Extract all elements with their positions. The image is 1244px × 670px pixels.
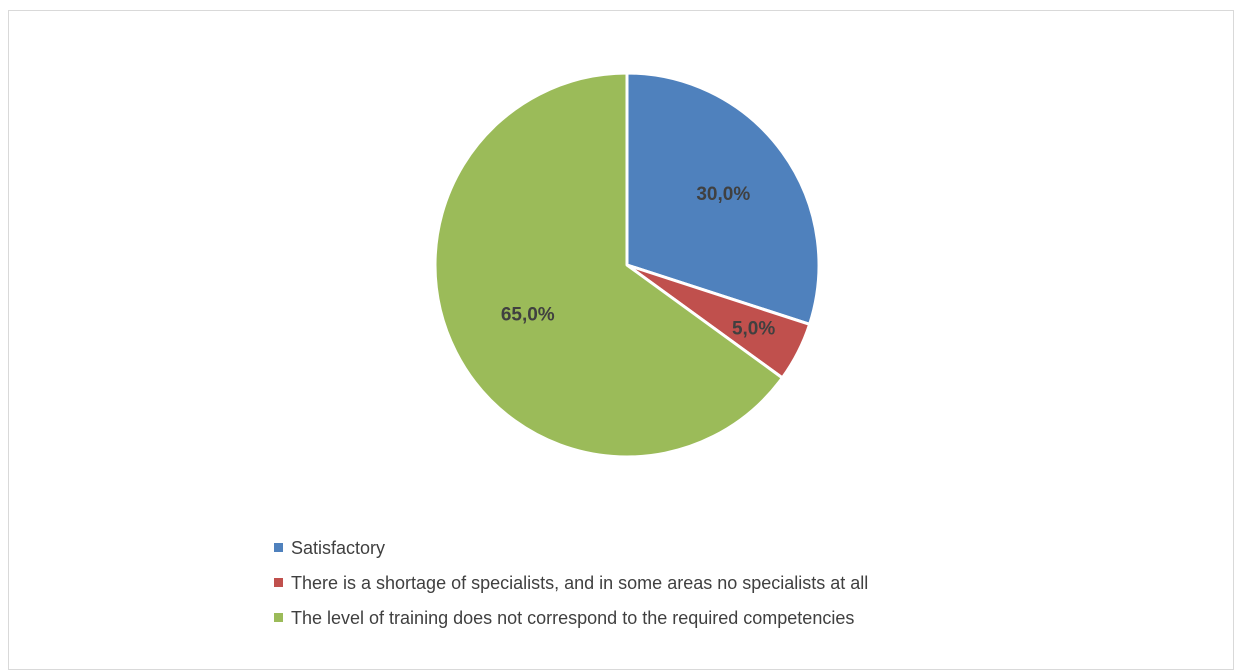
legend-swatch-training-level	[274, 613, 283, 622]
legend-item-training-level: The level of training does not correspon…	[274, 600, 868, 635]
data-label-satisfactory: 30,0%	[696, 184, 750, 205]
pie-slice-satisfactory	[625, 71, 821, 326]
legend-label-training-level: The level of training does not correspon…	[291, 607, 855, 628]
data-label-shortage: 5,0%	[732, 319, 775, 340]
legend-label-satisfactory: Satisfactory	[291, 537, 386, 558]
data-label-training-level: 65,0%	[501, 305, 555, 326]
legend-item-satisfactory: Satisfactory	[274, 530, 868, 565]
legend-swatch-shortage	[274, 578, 283, 587]
legend-label-shortage: There is a shortage of specialists, and …	[291, 572, 869, 593]
pie-slice-training-level	[433, 71, 784, 459]
legend-swatch-satisfactory	[274, 543, 283, 552]
chart-legend: Satisfactory There is a shortage of spec…	[274, 530, 868, 635]
pie-chart: 30,0% 5,0% 65,0%	[433, 71, 821, 459]
legend-item-shortage: There is a shortage of specialists, and …	[274, 565, 868, 600]
